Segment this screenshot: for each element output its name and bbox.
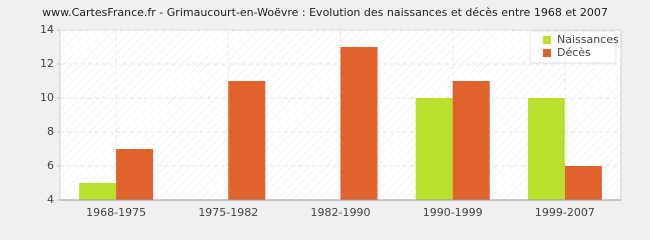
bar	[79, 183, 117, 200]
bar	[527, 98, 565, 200]
y-tick-label: 8	[47, 125, 54, 138]
bar	[564, 166, 602, 200]
y-tick-label: 14	[40, 23, 54, 36]
y-tick-label: 6	[47, 159, 54, 172]
chart: www.CartesFrance.fr - Grimaucourt-en-Woë…	[40, 6, 622, 219]
bar	[116, 149, 154, 200]
legend-label: Naissances	[557, 33, 619, 46]
y-tick-label: 4	[47, 193, 54, 206]
legend-label: Décès	[557, 46, 591, 59]
legend-swatch	[543, 49, 551, 57]
x-tick-label: 1982-1990	[311, 206, 371, 219]
bar	[228, 81, 266, 200]
y-tick-label: 10	[40, 91, 54, 104]
chart-title: www.CartesFrance.fr - Grimaucourt-en-Woë…	[42, 6, 608, 19]
y-tick-label: 12	[40, 57, 54, 70]
x-tick-label: 1990-1999	[423, 206, 483, 219]
bar	[415, 98, 453, 200]
x-tick-label: 1968-1975	[86, 206, 146, 219]
page: www.CartesFrance.fr - Grimaucourt-en-Woë…	[40, 6, 622, 219]
bar	[452, 81, 490, 200]
x-tick-label: 1975-1982	[198, 206, 258, 219]
legend-swatch	[543, 36, 551, 44]
bar	[340, 47, 378, 200]
legend	[529, 30, 617, 64]
x-tick-label: 1999-2007	[535, 206, 595, 219]
